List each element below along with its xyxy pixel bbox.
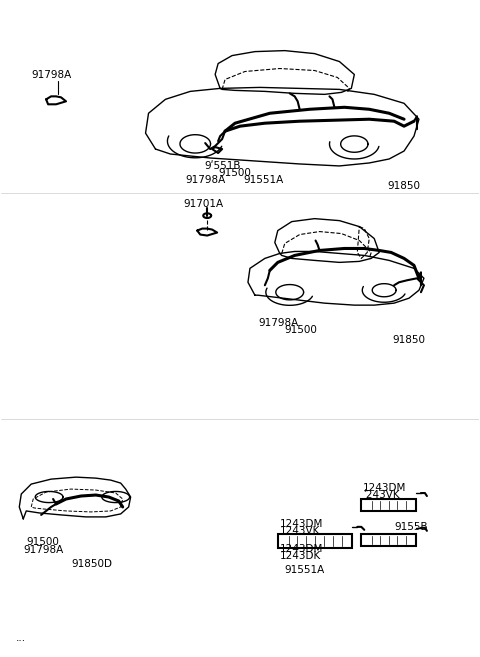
Text: 91798A: 91798A [258, 318, 298, 328]
Text: 91551A: 91551A [243, 175, 283, 185]
Text: 1243DM: 1243DM [280, 544, 323, 554]
Bar [361, 499, 416, 511]
Text: 91798A: 91798A [31, 70, 72, 79]
Text: ...: ... [16, 633, 26, 643]
Text: 91500: 91500 [218, 168, 251, 178]
Text: 1243DK: 1243DK [280, 551, 321, 560]
Text: ʹ243VK: ʹ243VK [363, 490, 400, 500]
Bar [278, 533, 352, 548]
Bar [361, 533, 416, 546]
Text: 1243VK: 1243VK [280, 526, 320, 536]
Text: 91701A: 91701A [183, 199, 224, 209]
Text: 91850: 91850 [392, 335, 425, 345]
Text: 91500: 91500 [285, 325, 318, 335]
Text: 9ʹ551B: 9ʹ551B [204, 161, 240, 171]
Text: 91798A: 91798A [23, 545, 63, 555]
Text: 91850D: 91850D [71, 558, 112, 569]
Text: 91850: 91850 [387, 181, 420, 191]
Text: 91798A: 91798A [185, 175, 226, 185]
Text: 9155B: 9155B [394, 522, 428, 532]
Text: 91500: 91500 [26, 537, 59, 547]
Text: 1243DM: 1243DM [280, 519, 323, 529]
Text: 91551A: 91551A [285, 564, 325, 575]
Text: 1243DM: 1243DM [363, 483, 407, 493]
